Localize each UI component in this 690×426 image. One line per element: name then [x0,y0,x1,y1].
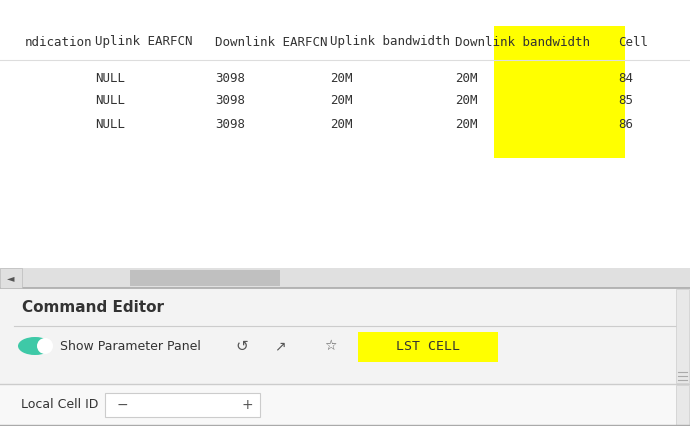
Text: 20M: 20M [330,118,353,130]
Bar [358,332,498,362]
Text: 20M: 20M [330,95,353,107]
Text: 3098: 3098 [215,72,245,84]
Text: Cell: Cell [618,35,648,49]
Text: 20M: 20M [455,95,477,107]
Ellipse shape [18,337,52,355]
Circle shape [37,338,53,354]
Text: 3098: 3098 [215,95,245,107]
Text: NULL: NULL [95,95,125,107]
Text: ◄: ◄ [8,273,14,283]
Text: 85: 85 [618,95,633,107]
Bar [105,393,260,417]
Text: Uplink bandwidth: Uplink bandwidth [330,35,450,49]
Text: 84: 84 [618,72,633,84]
Text: Uplink EARFCN: Uplink EARFCN [95,35,193,49]
Text: ☆: ☆ [324,339,336,353]
Bar [0,384,690,426]
Bar [0,0,690,268]
Text: −: − [116,398,128,412]
Bar [130,270,280,286]
Text: Local Cell ID: Local Cell ID [21,398,98,412]
Text: ↺: ↺ [235,339,248,354]
Text: 3098: 3098 [215,118,245,130]
Text: Command Editor: Command Editor [22,300,164,316]
Text: ↗: ↗ [274,339,286,353]
Text: LST CELL: LST CELL [396,340,460,354]
Text: Downlink bandwidth: Downlink bandwidth [455,35,590,49]
Text: 20M: 20M [455,118,477,130]
Text: +: + [241,398,253,412]
Bar [0,268,22,288]
Text: Show Parameter Panel: Show Parameter Panel [60,340,201,352]
Bar [676,385,689,425]
Text: Downlink EARFCN: Downlink EARFCN [215,35,328,49]
Text: NULL: NULL [95,72,125,84]
Text: NULL: NULL [95,118,125,130]
Bar [494,26,625,158]
Text: ndication: ndication [25,35,92,49]
Bar [0,288,690,426]
Bar [0,268,690,288]
Text: 86: 86 [618,118,633,130]
Bar [676,289,689,383]
Text: 20M: 20M [330,72,353,84]
Text: 20M: 20M [455,72,477,84]
